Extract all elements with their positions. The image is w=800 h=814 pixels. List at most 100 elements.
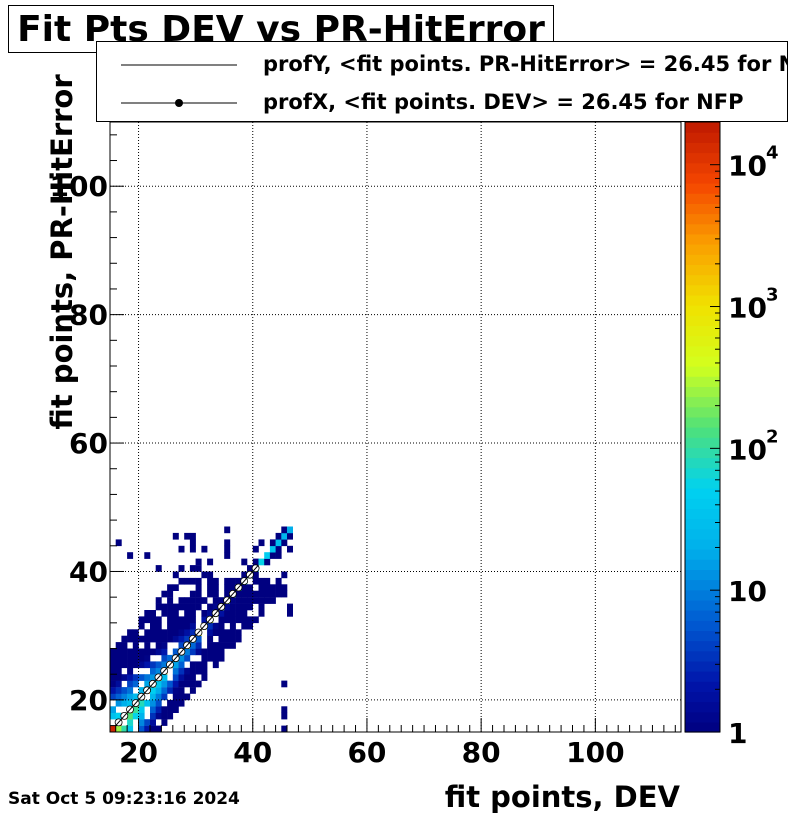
heatmap-cell xyxy=(172,648,179,656)
heatmap-cell xyxy=(184,667,191,675)
heatmap-cell xyxy=(144,680,151,688)
heatmap-cell xyxy=(229,577,236,585)
y-axis-label: fit points, PR-HitError xyxy=(45,74,79,430)
x-tick-label: 20 xyxy=(119,736,158,769)
heatmap-cell xyxy=(264,577,271,585)
heatmap-cell xyxy=(195,577,202,585)
colorbar-band xyxy=(685,549,720,560)
heatmap-cell xyxy=(235,635,242,643)
heatmap-cell xyxy=(121,661,128,669)
heatmap-cell xyxy=(224,584,231,591)
heatmap-cell xyxy=(110,674,116,681)
heatmap-cell xyxy=(184,654,191,662)
heatmap-cell xyxy=(201,661,208,669)
heatmap-cell xyxy=(161,680,168,688)
heatmap-cell xyxy=(172,584,179,591)
heatmap-cell xyxy=(150,706,156,713)
colorbar-band xyxy=(685,559,720,570)
heatmap-cell xyxy=(178,674,185,681)
heatmap-cell xyxy=(229,622,236,630)
heatmap-cell xyxy=(247,622,253,630)
heatmap-cell xyxy=(247,597,253,604)
heatmap-cell xyxy=(150,661,156,669)
colorbar-tick-label: 10 xyxy=(728,433,767,466)
heatmap-cell xyxy=(172,674,179,681)
colorbar-band xyxy=(685,518,720,530)
legend: profY, <fit points. PR-HitError> = 26.45… xyxy=(96,41,788,122)
heatmap-cell xyxy=(138,719,145,726)
heatmap-cell xyxy=(252,545,259,553)
heatmap-cell xyxy=(132,654,139,662)
heatmap-cell xyxy=(138,648,145,656)
colorbar-tick-exponent: 2 xyxy=(766,426,779,447)
heatmap-cell xyxy=(138,712,145,720)
heatmap-cell xyxy=(264,558,271,566)
heatmap-cell xyxy=(178,680,185,688)
heatmap-cell xyxy=(132,674,139,681)
x-tick-label: 100 xyxy=(566,736,624,769)
heatmap-cell xyxy=(258,603,265,611)
heatmap-cell xyxy=(144,661,151,669)
heatmap-cell xyxy=(281,584,288,591)
colorbar-band xyxy=(685,172,720,184)
heatmap-cell xyxy=(172,635,179,643)
heatmap-cell xyxy=(207,577,214,585)
heatmap-cell xyxy=(212,603,219,611)
heatmap-cell xyxy=(178,629,185,636)
legend-line-marker xyxy=(121,64,237,66)
heatmap-cell xyxy=(121,635,128,643)
heatmap-cell xyxy=(121,674,128,681)
heatmap-cell xyxy=(201,654,208,662)
colorbar-tick-exponent: 4 xyxy=(766,143,779,164)
heatmap-cell xyxy=(201,545,208,553)
heatmap-cell xyxy=(235,597,242,604)
x-axis-label: fit points, DEV xyxy=(444,780,680,814)
heatmap-cell xyxy=(195,667,202,675)
heatmap-cell xyxy=(201,616,208,624)
heatmap-cell xyxy=(110,654,116,662)
heatmap-cell xyxy=(184,597,191,604)
heatmap-cell xyxy=(138,725,145,733)
heatmap-cell xyxy=(184,610,191,617)
heatmap-cell xyxy=(189,642,196,649)
heatmap-cell xyxy=(127,712,134,720)
heatmap-cell xyxy=(172,706,179,713)
heatmap-cell xyxy=(150,629,156,636)
heatmap-cell xyxy=(207,635,214,643)
heatmap-cell xyxy=(195,648,202,656)
heatmap-cell xyxy=(195,635,202,643)
heatmap-cell xyxy=(155,712,162,720)
heatmap-cell xyxy=(247,603,253,611)
heatmap-cell xyxy=(189,629,196,636)
heatmap-cell xyxy=(281,706,288,713)
colorbar-tick-label: 10 xyxy=(728,575,767,608)
heatmap-cell xyxy=(275,539,282,547)
heatmap-cell xyxy=(110,693,116,701)
heatmap-cell xyxy=(258,597,265,604)
heatmap-cell xyxy=(138,674,145,681)
heatmap-cell xyxy=(218,616,225,624)
heatmap-cell xyxy=(172,687,179,694)
heatmap-cell xyxy=(287,610,293,617)
heatmap-cell xyxy=(150,667,156,675)
colorbar-band xyxy=(685,406,720,418)
heatmap-cell xyxy=(138,635,145,643)
heatmap-cell xyxy=(172,693,179,701)
heatmap-cell xyxy=(247,584,253,591)
heatmap-cell xyxy=(269,539,276,547)
legend-entry-profy: profY, <fit points. PR-HitError> = 26.45… xyxy=(97,45,787,85)
heatmap-cell xyxy=(132,648,139,656)
heatmap-cell xyxy=(207,654,214,662)
heatmap-cell xyxy=(241,584,248,591)
colorbar-band xyxy=(685,305,720,316)
colorbar-band xyxy=(685,447,720,459)
heatmap-cell xyxy=(229,616,236,624)
colorbar-band xyxy=(685,681,720,692)
heatmap-cell xyxy=(258,610,265,617)
heatmap-cell xyxy=(189,597,196,604)
heatmap-cell xyxy=(229,597,236,604)
heatmap-cell xyxy=(224,635,231,643)
colorbar-band xyxy=(685,650,720,662)
heatmap-cell xyxy=(184,532,191,540)
heatmap-cell xyxy=(115,648,122,656)
